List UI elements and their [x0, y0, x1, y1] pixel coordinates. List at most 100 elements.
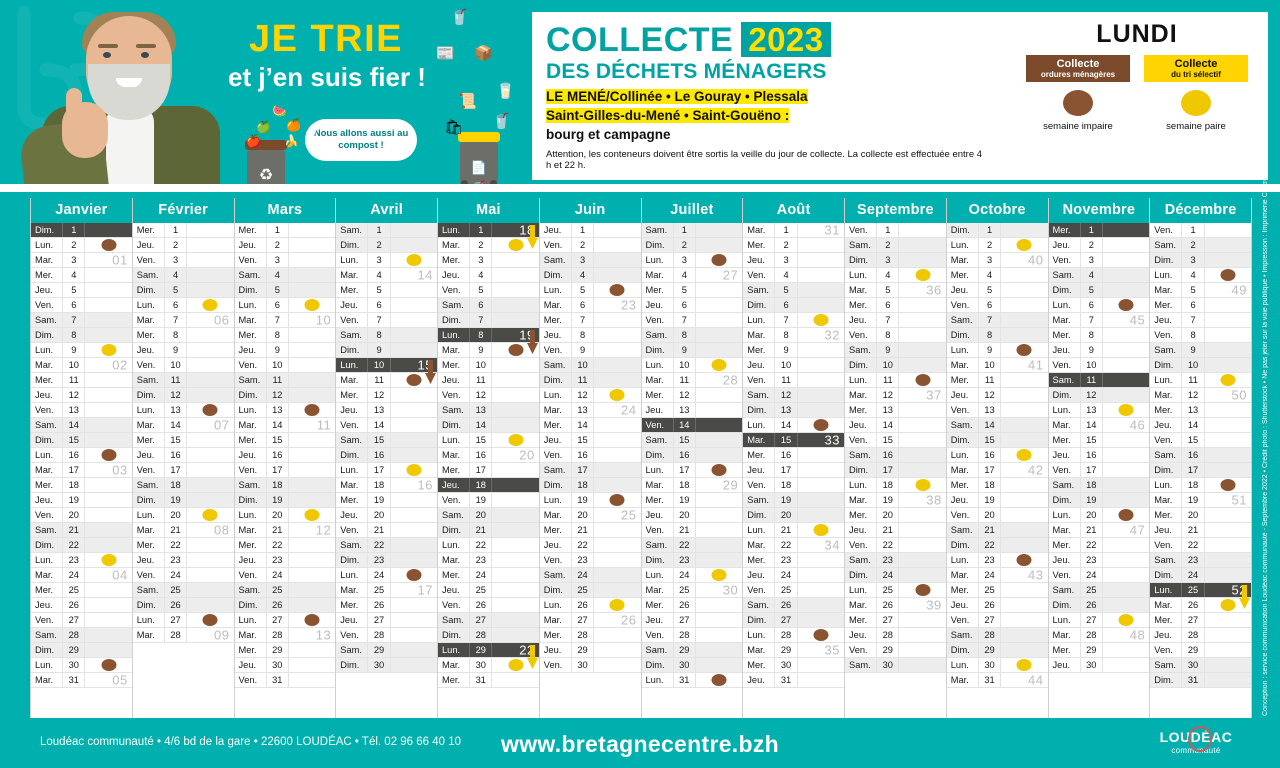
collection-marker-cell: [594, 328, 640, 342]
day-name-cell: Dim.: [642, 553, 674, 568]
day-name-cell: Sam.: [540, 358, 572, 373]
day-number-cell: 26: [1182, 598, 1205, 613]
collection-marker-cell: [187, 388, 233, 402]
day-name-cell: Mar.: [336, 373, 369, 388]
day-name-cell: Jeu.: [743, 463, 776, 478]
collection-marker-cell: [696, 613, 742, 627]
day-number-cell: 10: [572, 358, 595, 373]
household-waste-dot-icon: [508, 344, 524, 357]
collection-marker-cell: [1103, 658, 1149, 672]
calendar-day-row: Lun. 9: [946, 343, 1048, 359]
day-number-cell: 28: [63, 628, 86, 643]
collection-marker-cell: 13: [289, 628, 335, 643]
calendar-day-row: Lun. 17: [336, 463, 437, 479]
day-number-cell: 9: [979, 343, 1002, 358]
day-number-cell: 9: [775, 343, 798, 358]
recycling-dot-icon: [202, 509, 218, 522]
day-name-cell: Mer.: [336, 283, 369, 298]
collection-marker-cell: [492, 373, 538, 387]
calendar-day-row: Jeu. 6: [641, 298, 743, 314]
day-name-cell: Sam.: [947, 628, 979, 643]
day-name-cell: Mar.: [438, 343, 471, 358]
collection-marker-cell: [187, 478, 233, 492]
day-number-cell: 6: [63, 298, 86, 313]
collection-marker-cell: 41: [1001, 358, 1047, 373]
day-name-cell: Mar.: [31, 673, 64, 688]
day-name-cell: Jeu.: [947, 283, 979, 298]
calendar-day-row: Lun. 29 22: [438, 643, 539, 670]
day-name-cell: Dim.: [540, 268, 572, 283]
day-number-cell: 23: [979, 553, 1002, 568]
collection-marker-cell: [798, 598, 844, 612]
day-name-cell: Sam.: [438, 403, 471, 418]
calendar-day-row: Sam. 29: [641, 643, 743, 659]
calendar-day-row: Mar. 17 03: [31, 463, 132, 479]
calendar-day-row: Jeu. 3: [743, 253, 844, 269]
calendar-day-row: Jeu. 9: [234, 343, 336, 359]
day-name-cell: Lun.: [743, 313, 776, 328]
week-number: 30: [722, 582, 739, 598]
day-number-cell: 19: [470, 493, 493, 508]
day-name-cell: Jeu.: [133, 553, 165, 568]
calendar-day-row: Lun. 21: [743, 523, 844, 539]
collection-marker-cell: [899, 418, 945, 432]
collection-marker-cell: 42: [1001, 463, 1047, 478]
day-name-cell: Mar.: [235, 628, 267, 643]
calendar-day-row: Dim. 15: [946, 433, 1048, 449]
collection-marker-cell: [391, 313, 437, 327]
day-name-cell: Ven.: [743, 373, 776, 388]
day-name-cell: Jeu.: [438, 478, 471, 493]
calendar-day-row: Dim. 29: [31, 643, 132, 659]
calendar-day-row: Dim. 24: [1150, 568, 1251, 584]
day-number-cell: 13: [877, 403, 900, 418]
collection-marker-cell: [899, 613, 945, 627]
calendar-day-row: Jeu. 18: [438, 478, 539, 494]
calendar-day-row: Mar. 16 20: [438, 448, 539, 464]
calendar-day-row: Sam. 23: [845, 553, 946, 569]
collection-marker-cell: [798, 583, 844, 597]
week-number: 38: [926, 492, 942, 508]
day-name-cell: Mer.: [438, 463, 471, 478]
day-number-cell: 23: [877, 553, 900, 568]
day-number-cell: 2: [368, 238, 391, 253]
legend-box-recycling: Collecte du tri sélectif: [1144, 55, 1248, 82]
collection-marker-cell: 44: [1001, 673, 1047, 688]
day-number-cell: 5: [1182, 283, 1205, 298]
day-number-cell: 17: [368, 463, 391, 478]
collection-marker-cell: [187, 358, 233, 372]
collection-marker-cell: [85, 223, 131, 237]
day-name-cell: Lun.: [642, 673, 674, 688]
calendar-day-row: Mer. 1: [1048, 223, 1150, 239]
day-name-cell: Mar.: [743, 538, 776, 553]
day-number-cell: 10: [1081, 358, 1103, 373]
day-number-cell: 6: [1182, 298, 1205, 313]
collection-marker-cell: [492, 433, 538, 447]
day-name-cell: Sam.: [336, 433, 369, 448]
collection-marker-cell: [1001, 373, 1047, 387]
day-number-cell: 10: [674, 358, 696, 373]
day-number-cell: 23: [165, 553, 188, 568]
calendar-day-row: Mer. 8: [1048, 328, 1150, 344]
day-name-cell: Jeu.: [1150, 418, 1183, 433]
collection-marker-cell: [492, 463, 538, 477]
collection-marker-cell: [1103, 463, 1149, 477]
day-name-cell: Mar.: [947, 253, 979, 268]
day-name-cell: Mar.: [235, 313, 267, 328]
day-number-cell: 16: [674, 448, 696, 463]
calendar-day-row: Mar. 21 12: [234, 523, 336, 539]
collection-marker-cell: [1103, 283, 1149, 297]
collection-marker-cell: [289, 568, 335, 582]
calendar-day-row: Jeu. 23: [234, 553, 336, 569]
footer-website[interactable]: www.bretagnecentre.bzh: [501, 731, 779, 757]
day-number-cell: 15: [572, 433, 595, 448]
day-name-cell: Lun.: [642, 253, 674, 268]
day-name-cell: Dim.: [743, 403, 776, 418]
collection-marker-cell: [899, 313, 945, 327]
day-name-cell: Sam.: [31, 313, 64, 328]
calendar-empty-row: [132, 643, 234, 659]
calendar-day-row: Mar. 11 28: [641, 373, 743, 389]
calendar-day-row: Mar. 6 23: [539, 298, 641, 314]
day-name-cell: Mar.: [31, 358, 64, 373]
calendar-day-row: Sam. 11: [234, 373, 336, 389]
calendar-day-row: Mar. 10 41: [946, 358, 1048, 374]
